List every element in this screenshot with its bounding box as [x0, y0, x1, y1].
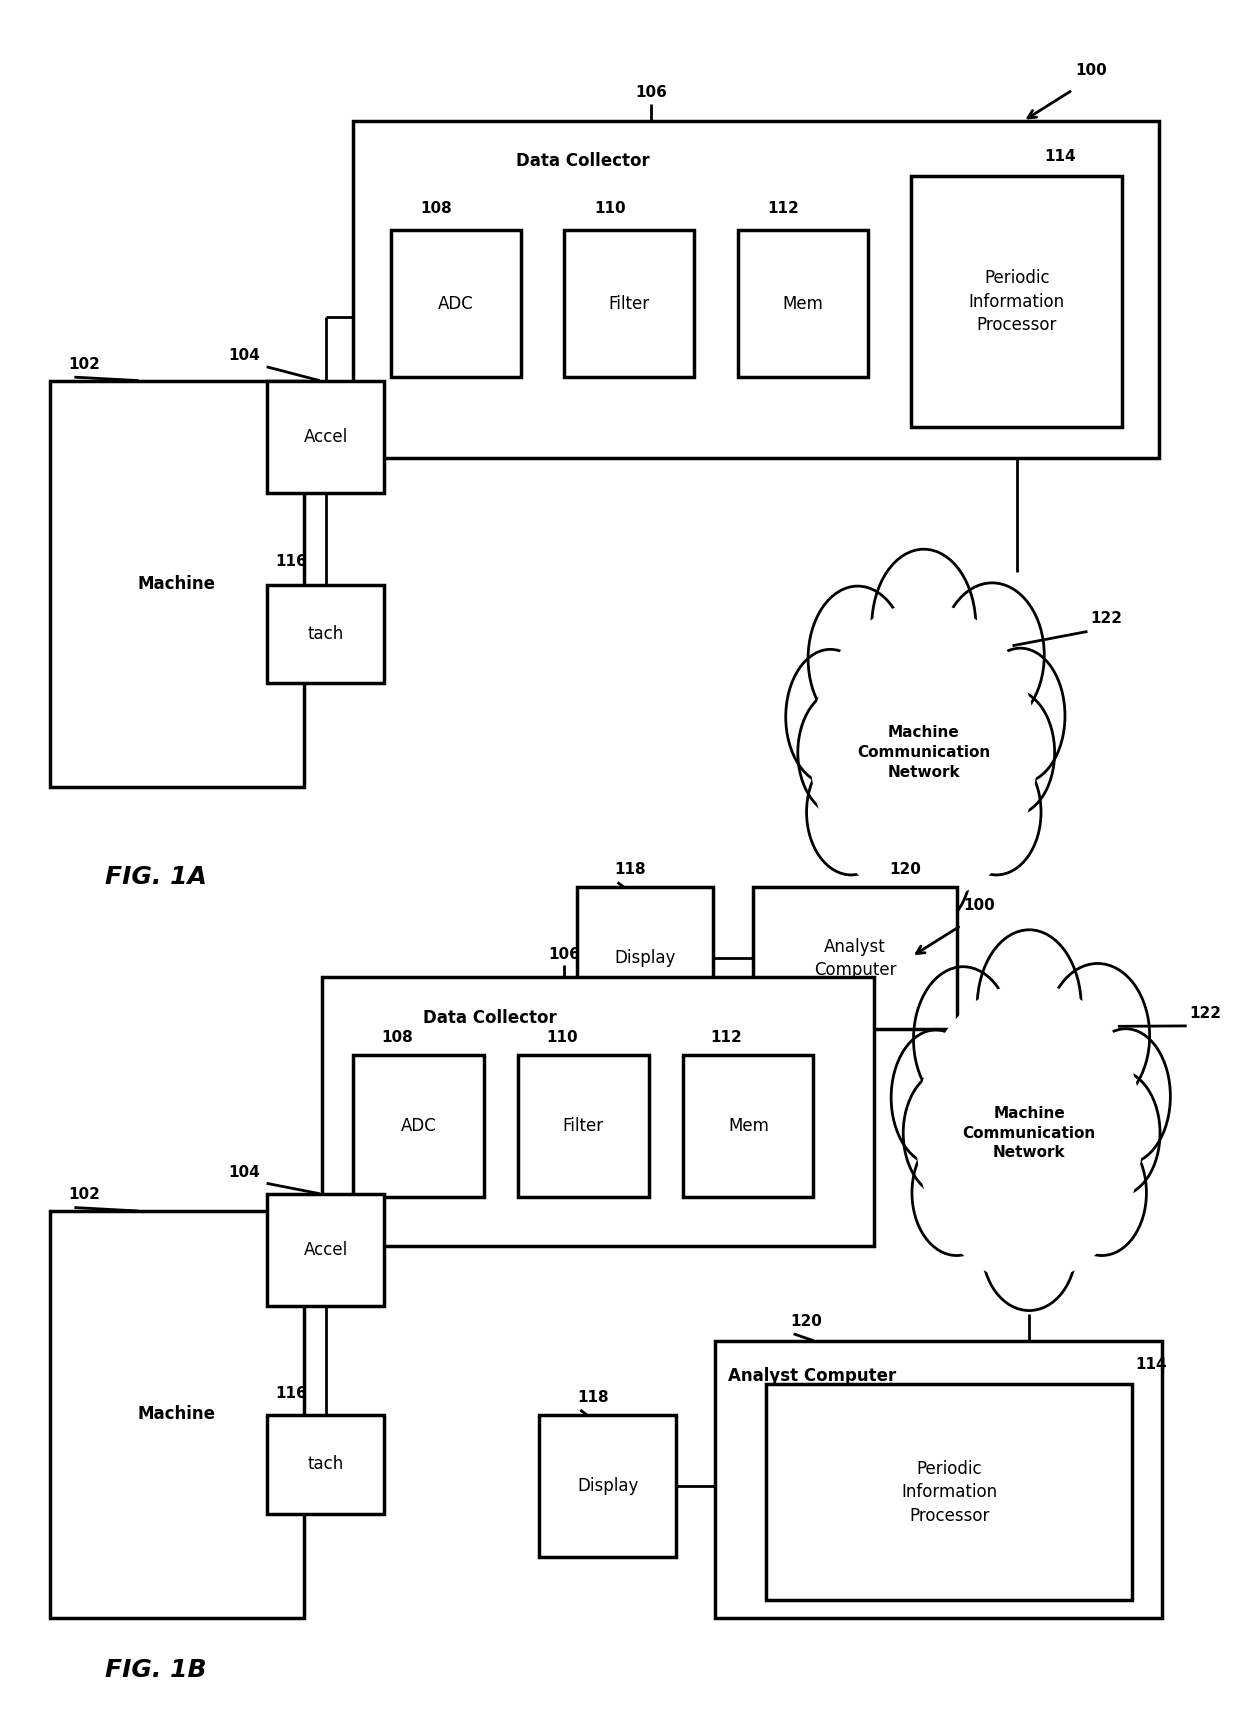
Ellipse shape: [908, 972, 1151, 1294]
Text: Display: Display: [577, 1477, 639, 1495]
Ellipse shape: [811, 604, 1037, 901]
Ellipse shape: [1058, 1130, 1147, 1256]
Ellipse shape: [804, 592, 1044, 913]
Ellipse shape: [976, 649, 1065, 784]
Text: 108: 108: [381, 1029, 413, 1045]
Text: Mem: Mem: [728, 1118, 769, 1135]
Text: 114: 114: [1135, 1356, 1167, 1372]
Text: Data Collector: Data Collector: [516, 152, 650, 170]
Ellipse shape: [916, 984, 1142, 1282]
Ellipse shape: [877, 804, 971, 931]
Text: FIG. 1A: FIG. 1A: [105, 865, 207, 889]
Bar: [539, 1415, 676, 1557]
Text: ADC: ADC: [438, 294, 474, 313]
Bar: [50, 1211, 304, 1618]
Text: 100: 100: [963, 898, 996, 913]
Ellipse shape: [797, 690, 882, 815]
Bar: [353, 121, 1159, 458]
Bar: [353, 1055, 484, 1197]
Ellipse shape: [940, 583, 1044, 728]
Bar: [738, 230, 868, 377]
Text: Mem: Mem: [782, 294, 823, 313]
Text: FIG. 1B: FIG. 1B: [105, 1657, 207, 1682]
Text: 104: 104: [228, 1164, 260, 1180]
Text: Machine
Communication
Network: Machine Communication Network: [962, 1105, 1096, 1161]
Text: 114: 114: [1044, 149, 1076, 164]
Ellipse shape: [977, 929, 1081, 1085]
Text: Periodic
Information
Processor: Periodic Information Processor: [901, 1460, 997, 1524]
Text: 120: 120: [889, 862, 921, 877]
Bar: [518, 1055, 649, 1197]
Text: Machine: Machine: [138, 574, 216, 593]
Bar: [50, 381, 304, 787]
Text: Accel: Accel: [304, 427, 347, 446]
Text: 112: 112: [711, 1029, 743, 1045]
Text: 104: 104: [228, 348, 260, 363]
Ellipse shape: [808, 586, 908, 730]
Ellipse shape: [1075, 1071, 1161, 1195]
Text: 100: 100: [1075, 62, 1107, 78]
Text: Machine: Machine: [138, 1405, 216, 1424]
Bar: [267, 381, 384, 493]
Text: Accel: Accel: [304, 1240, 347, 1259]
Ellipse shape: [1081, 1029, 1171, 1164]
Text: Data Collector: Data Collector: [423, 1009, 557, 1026]
Ellipse shape: [806, 749, 895, 875]
Bar: [564, 230, 694, 377]
Ellipse shape: [1045, 964, 1149, 1109]
Text: 116: 116: [275, 554, 308, 569]
Text: 120: 120: [790, 1313, 822, 1329]
Text: 106: 106: [548, 946, 580, 962]
Ellipse shape: [952, 749, 1042, 875]
Ellipse shape: [903, 1071, 987, 1195]
Text: 106: 106: [635, 85, 667, 100]
Text: 110: 110: [594, 201, 626, 216]
Text: Analyst
Computer: Analyst Computer: [813, 938, 897, 979]
Bar: [391, 230, 521, 377]
Bar: [766, 1384, 1132, 1600]
Text: 102: 102: [68, 1187, 100, 1202]
Ellipse shape: [982, 1185, 1076, 1311]
Text: 112: 112: [768, 201, 800, 216]
Text: Filter: Filter: [609, 294, 650, 313]
Text: Display: Display: [614, 950, 676, 967]
Text: Periodic
Information
Processor: Periodic Information Processor: [968, 270, 1065, 334]
Text: 102: 102: [68, 356, 100, 372]
Text: tach: tach: [308, 1455, 343, 1474]
Text: 118: 118: [577, 1389, 609, 1405]
Text: Machine
Communication
Network: Machine Communication Network: [857, 725, 991, 780]
Ellipse shape: [911, 1130, 1001, 1256]
Text: Analyst Computer: Analyst Computer: [728, 1367, 897, 1384]
Ellipse shape: [872, 548, 976, 704]
Text: 116: 116: [275, 1386, 308, 1401]
Ellipse shape: [786, 649, 875, 784]
Bar: [267, 1194, 384, 1306]
Bar: [683, 1055, 813, 1197]
Bar: [911, 176, 1122, 427]
Text: ADC: ADC: [401, 1118, 436, 1135]
Text: Filter: Filter: [563, 1118, 604, 1135]
Text: 110: 110: [546, 1029, 578, 1045]
Text: 122: 122: [1189, 1005, 1221, 1021]
Ellipse shape: [914, 967, 1013, 1111]
Text: 118: 118: [614, 862, 646, 877]
Text: 108: 108: [420, 201, 453, 216]
Text: tach: tach: [308, 625, 343, 644]
Text: 122: 122: [1090, 611, 1122, 626]
Bar: [577, 887, 713, 1029]
Ellipse shape: [971, 690, 1055, 815]
Bar: [753, 887, 957, 1029]
Bar: [267, 585, 384, 683]
Bar: [322, 977, 874, 1246]
Bar: [267, 1415, 384, 1514]
Bar: [715, 1341, 1162, 1618]
Ellipse shape: [892, 1029, 981, 1164]
